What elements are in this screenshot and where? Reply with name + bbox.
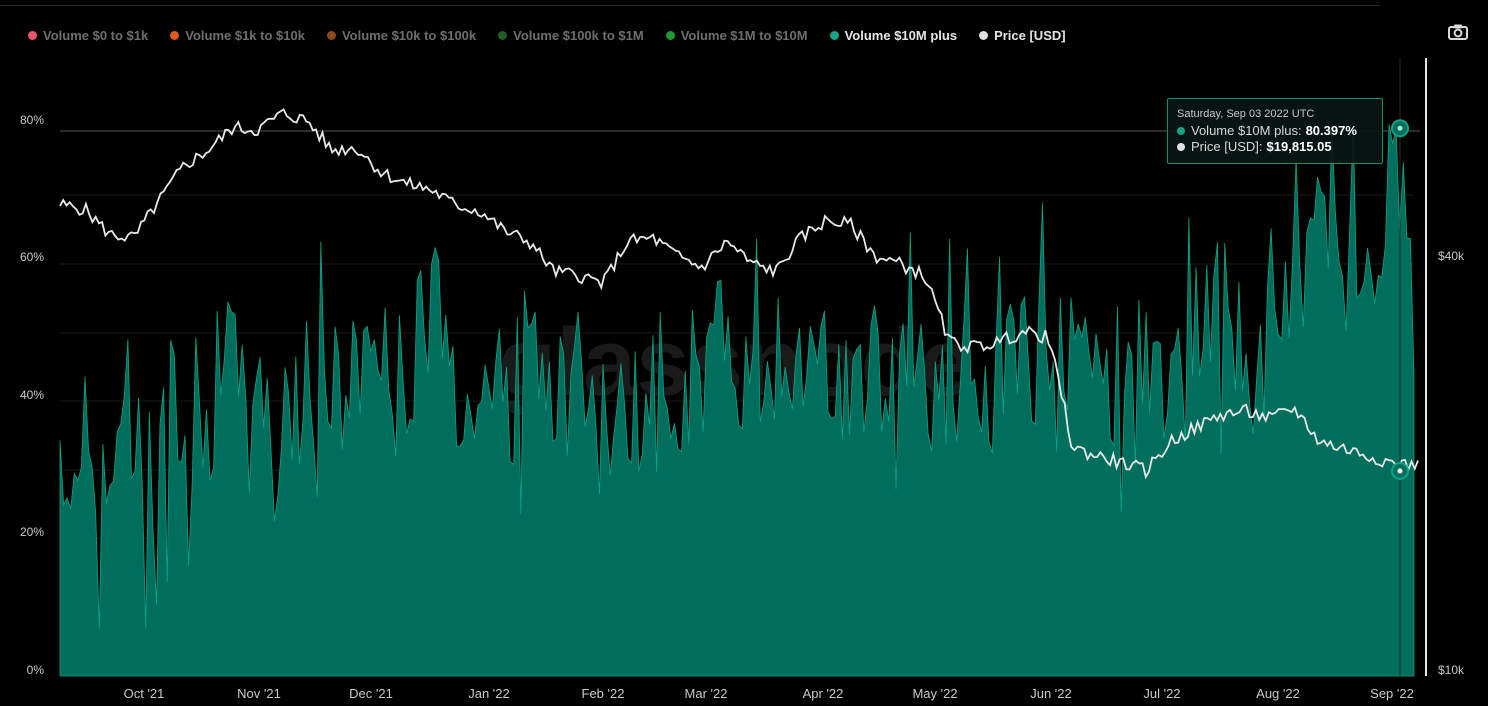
legend-dot-icon <box>665 30 675 40</box>
legend-dot-icon <box>28 30 37 40</box>
legend-dot-icon <box>498 30 508 40</box>
y-right-tick-label: $10k <box>1438 663 1465 677</box>
legend-item[interactable]: Volume $10M plus <box>829 27 958 43</box>
series-price-line <box>59 108 1419 480</box>
legend-dot-icon <box>170 30 180 40</box>
x-tick-label: Feb '22 <box>582 686 625 701</box>
y-left-tick-label: 20% <box>20 525 44 539</box>
legend-item[interactable]: Price [USD] <box>979 28 1066 43</box>
camera-icon[interactable] <box>1448 24 1468 40</box>
chart-tooltip: Saturday, Sep 03 2022 UTC Volume $10M pl… <box>1167 98 1383 164</box>
legend-item[interactable]: Volume $1M to $10M <box>665 27 808 43</box>
x-tick-label: Apr '22 <box>803 686 844 701</box>
legend-item[interactable]: Volume $0 to $1k <box>28 28 148 43</box>
series-dot-icon <box>1177 127 1185 135</box>
x-tick-label: Jun '22 <box>1030 686 1072 701</box>
x-tick-label: Aug '22 <box>1256 686 1300 701</box>
legend-item[interactable]: Volume $100k to $1M <box>498 28 644 43</box>
y-left-tick-label: 40% <box>20 388 44 402</box>
legend-dot-icon <box>326 30 336 40</box>
tooltip-price-label: Price [USD]: <box>1191 139 1263 154</box>
price-dot-icon <box>1177 143 1185 151</box>
legend-dot-icon <box>979 30 989 40</box>
y-right-tick-label: $40k <box>1438 249 1465 263</box>
hover-marker-price-core <box>1397 468 1403 474</box>
legend-label: Volume $1M to $10M <box>680 27 808 43</box>
legend-label: Volume $10M plus <box>844 27 958 43</box>
legend-label: Volume $1k to $10k <box>185 27 305 43</box>
chart-legend: Volume $0 to $1k Volume $1k to $10k Volume… <box>28 26 1088 44</box>
tooltip-date: Saturday, Sep 03 2022 UTC <box>1177 108 1315 120</box>
legend-label: Volume $10k to $100k <box>341 27 477 43</box>
x-tick-label: May '22 <box>912 686 957 701</box>
tooltip-series-row: Volume $10M plus: 80.397% <box>1177 123 1382 139</box>
y-left-tick-label: 80% <box>20 113 44 127</box>
x-tick-label: Oct '21 <box>124 686 165 701</box>
hover-marker-volume-core <box>1397 125 1403 131</box>
legend-label: Price [USD] <box>994 27 1066 43</box>
tooltip-series-value: 80.397% <box>1305 123 1357 138</box>
x-tick-label: Dec '21 <box>349 686 393 701</box>
x-tick-label: Mar '22 <box>685 686 728 701</box>
series-volume-10m-plus-area <box>59 124 1415 677</box>
y-left-tick-label: 0% <box>27 663 45 677</box>
x-tick-label: Jan '22 <box>468 686 510 701</box>
legend-dot-icon <box>829 30 839 40</box>
tooltip-price-value: $19,815.05 <box>1266 139 1332 154</box>
x-tick-label: Sep '22 <box>1370 686 1414 701</box>
tooltip-price-row: Price [USD]: $19,815.05 <box>1177 139 1382 155</box>
legend-label: Volume $0 to $1k <box>43 27 149 43</box>
tooltip-series-label: Volume $10M plus: <box>1191 123 1302 138</box>
legend-label: Volume $100k to $1M <box>513 27 644 43</box>
y-left-tick-label: 60% <box>20 250 44 264</box>
x-tick-label: Nov '21 <box>237 686 281 701</box>
legend-item[interactable]: Volume $1k to $10k <box>170 28 305 43</box>
x-tick-label: Jul '22 <box>1143 686 1180 701</box>
legend-item[interactable]: Volume $10k to $100k <box>326 27 477 43</box>
top-divider <box>0 5 1380 6</box>
